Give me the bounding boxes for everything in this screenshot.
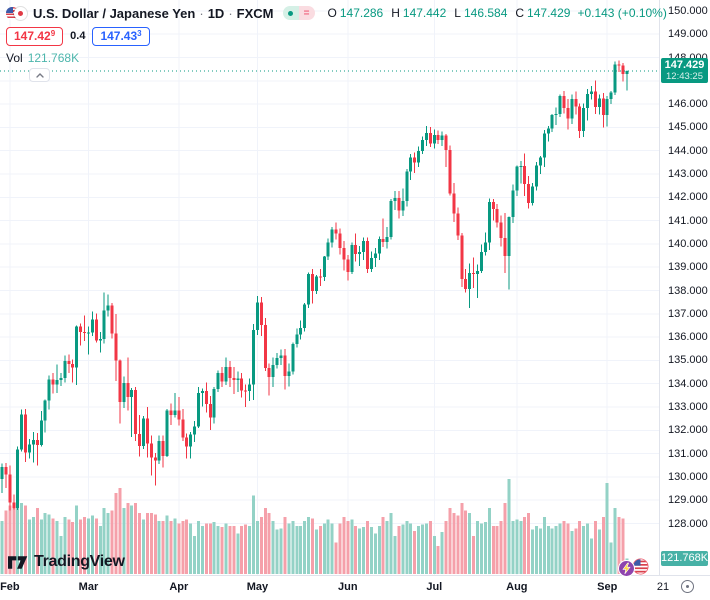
- ask-price: 147.43: [100, 28, 138, 43]
- price-tick-label: 143.000: [668, 168, 708, 181]
- open-label: O: [327, 6, 337, 20]
- exchange-label[interactable]: FXCM: [236, 5, 274, 21]
- bid-sup-digit: 9: [50, 28, 56, 38]
- low-value: 146.584: [463, 6, 508, 20]
- volume-indicator-legend: Vol 121.768K: [6, 50, 667, 66]
- time-axis[interactable]: 21 Feb Mar Apr May Jun Jul Aug Sep: [0, 575, 710, 600]
- price-tick-label: 132.000: [668, 424, 708, 437]
- month-tick-label: Mar: [78, 581, 99, 593]
- change-value: +0.143 (+0.10%): [577, 6, 667, 20]
- price-tick-label: 133.000: [668, 401, 708, 414]
- separator: ·: [228, 5, 233, 21]
- legend: U.S. Dollar / Japanese Yen · 1D · FXCM =…: [6, 4, 667, 82]
- separator: ·: [199, 5, 204, 21]
- price-tick-label: 138.000: [668, 284, 708, 297]
- close-value: 147.429: [527, 6, 571, 20]
- market-status-indicator[interactable]: =: [282, 6, 315, 20]
- price-tick-label: 141.000: [668, 214, 708, 227]
- close-label: C: [515, 6, 525, 20]
- price-tick-label: 145.000: [668, 121, 708, 134]
- volume-axis-label: 121.768K: [661, 550, 709, 566]
- sell-button[interactable]: 147.42 9: [6, 26, 64, 46]
- future-date-tick: 21: [656, 581, 670, 593]
- lightning-event-icon[interactable]: [618, 560, 635, 577]
- tradingview-logo[interactable]: TradingView: [8, 553, 125, 571]
- delayed-data-icon: =: [298, 6, 315, 20]
- price-tick-label: 136.000: [668, 331, 708, 344]
- price-tick-label: 129.000: [668, 494, 708, 507]
- month-tick-label: Aug: [506, 581, 528, 593]
- chevron-up-icon: [35, 72, 44, 78]
- price-tick-label: 150.000: [668, 4, 708, 17]
- vol-value: 121.768K: [27, 51, 80, 65]
- high-label: H: [391, 6, 400, 20]
- low-label: L: [454, 6, 461, 20]
- open-value: 147.286: [339, 6, 384, 20]
- symbol-title[interactable]: U.S. Dollar / Japanese Yen: [33, 5, 196, 21]
- price-tick-label: 146.000: [668, 98, 708, 111]
- price-tick-label: 131.000: [668, 447, 708, 460]
- buy-button[interactable]: 147.43 3: [92, 26, 150, 46]
- month-tick-label: Jun: [338, 581, 358, 593]
- current-price-value: 147.429: [664, 58, 705, 71]
- current-price-label[interactable]: 147.429 12:43:25: [661, 57, 708, 83]
- month-tick-label: Apr: [169, 581, 189, 593]
- tradingview-logo-text: TradingView: [34, 553, 125, 570]
- axis-settings-icon[interactable]: [681, 580, 694, 593]
- spread-value: 0.4: [70, 30, 86, 42]
- price-tick-label: 139.000: [668, 261, 708, 274]
- high-value: 147.442: [402, 6, 447, 20]
- us-flag-event-icon[interactable]: [632, 558, 649, 575]
- realtime-status-icon: [282, 6, 299, 20]
- price-tick-label: 130.000: [668, 470, 708, 483]
- bid-price: 147.42: [14, 28, 51, 43]
- month-tick-label: Jul: [426, 581, 443, 593]
- bar-countdown: 12:43:25: [666, 70, 703, 82]
- japan-flag-icon: [14, 6, 27, 20]
- collapse-legend-button[interactable]: [29, 68, 50, 82]
- price-tick-label: 128.000: [668, 517, 708, 530]
- price-tick-label: 134.000: [668, 377, 708, 390]
- price-axis[interactable]: 147.429 12:43:25 121.768K 150.000 149.000…: [659, 0, 710, 575]
- interval-label[interactable]: 1D: [207, 5, 225, 21]
- tradingview-logo-icon: [8, 555, 28, 569]
- month-tick-label: Feb: [0, 581, 20, 593]
- vol-label: Vol: [6, 51, 23, 65]
- ohlc-values: O 147.286 H 147.442 L 146.584 C 147.429 +0.1…: [328, 6, 667, 20]
- price-tick-label: 137.000: [668, 307, 708, 320]
- price-tick-label: 149.000: [668, 28, 708, 41]
- month-tick-label: May: [246, 581, 269, 593]
- month-tick-label: Sep: [597, 581, 618, 593]
- ask-sup-digit: 3: [137, 28, 142, 38]
- price-tick-label: 144.000: [668, 144, 708, 157]
- price-tick-label: 135.000: [668, 354, 708, 367]
- usdjpy-pair-icon: [6, 6, 28, 21]
- price-tick-label: 140.000: [668, 237, 708, 250]
- price-tick-label: 142.000: [668, 191, 708, 204]
